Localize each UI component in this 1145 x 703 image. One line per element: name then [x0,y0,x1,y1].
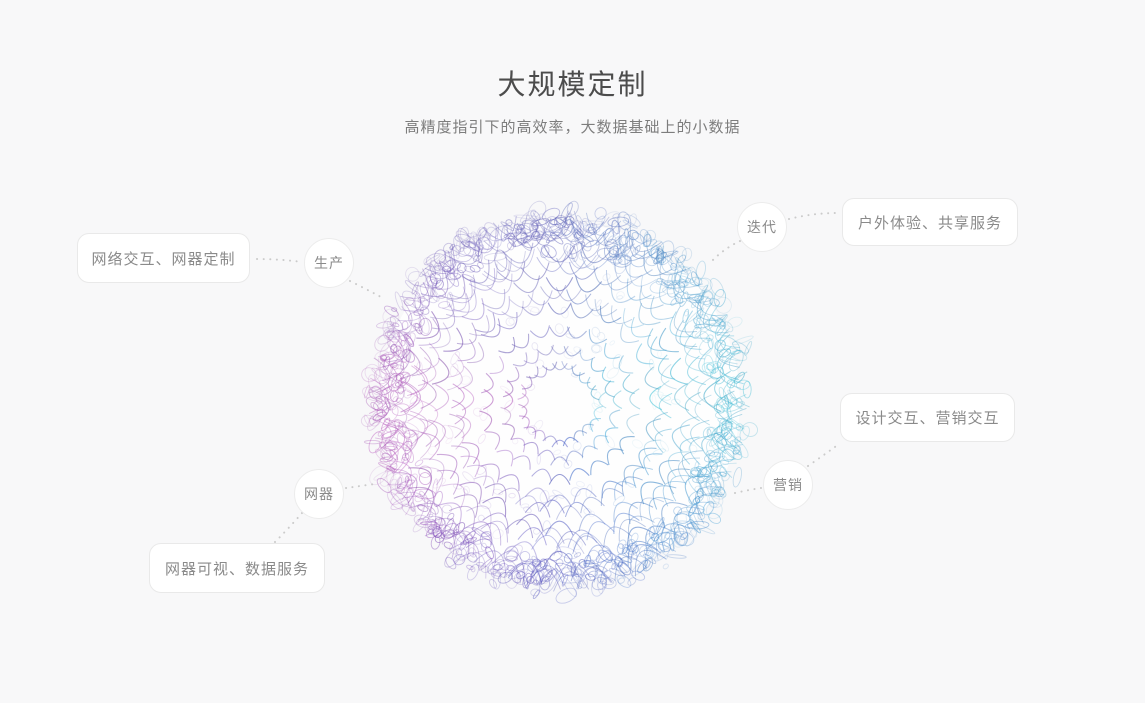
connector-marketing-marketingbox [807,443,840,467]
label-box-iteration: 户外体验、共享服务 [842,198,1018,246]
page-title: 大规模定制 [497,69,648,100]
page-subtitle: 高精度指引下的高效率，大数据基础上的小数据 [404,119,741,136]
connector-netdevice-netdevicebox [274,512,303,543]
label-box-netdevice: 网器可视、数据服务 [149,543,325,593]
label-box-iteration-text: 户外体验、共享服务 [857,214,1002,232]
label-box-marketing-text: 设计交互、营销交互 [855,410,1000,427]
connector-productionbox-production [256,258,303,263]
node-circle-iteration: 迭代 [737,202,787,252]
connector-iteration-iterationbox [788,212,839,220]
node-circle-marketing: 营销 [763,460,813,510]
generative-sphere-graphic [350,192,770,612]
label-box-marketing: 设计交互、营销交互 [840,393,1015,442]
node-circle-netdevice-text: 网器 [304,486,334,502]
node-circle-production: 生产 [304,238,354,288]
node-circle-marketing-text: 营销 [773,477,803,493]
label-box-production: 网络交互、网器定制 [77,233,250,283]
label-box-netdevice-text: 网器可视、数据服务 [164,560,309,578]
node-circle-iteration-text: 迭代 [747,219,777,235]
label-box-production-text: 网络交互、网器定制 [91,250,236,268]
node-circle-production-text: 生产 [314,255,344,271]
node-circle-netdevice: 网器 [294,469,344,519]
